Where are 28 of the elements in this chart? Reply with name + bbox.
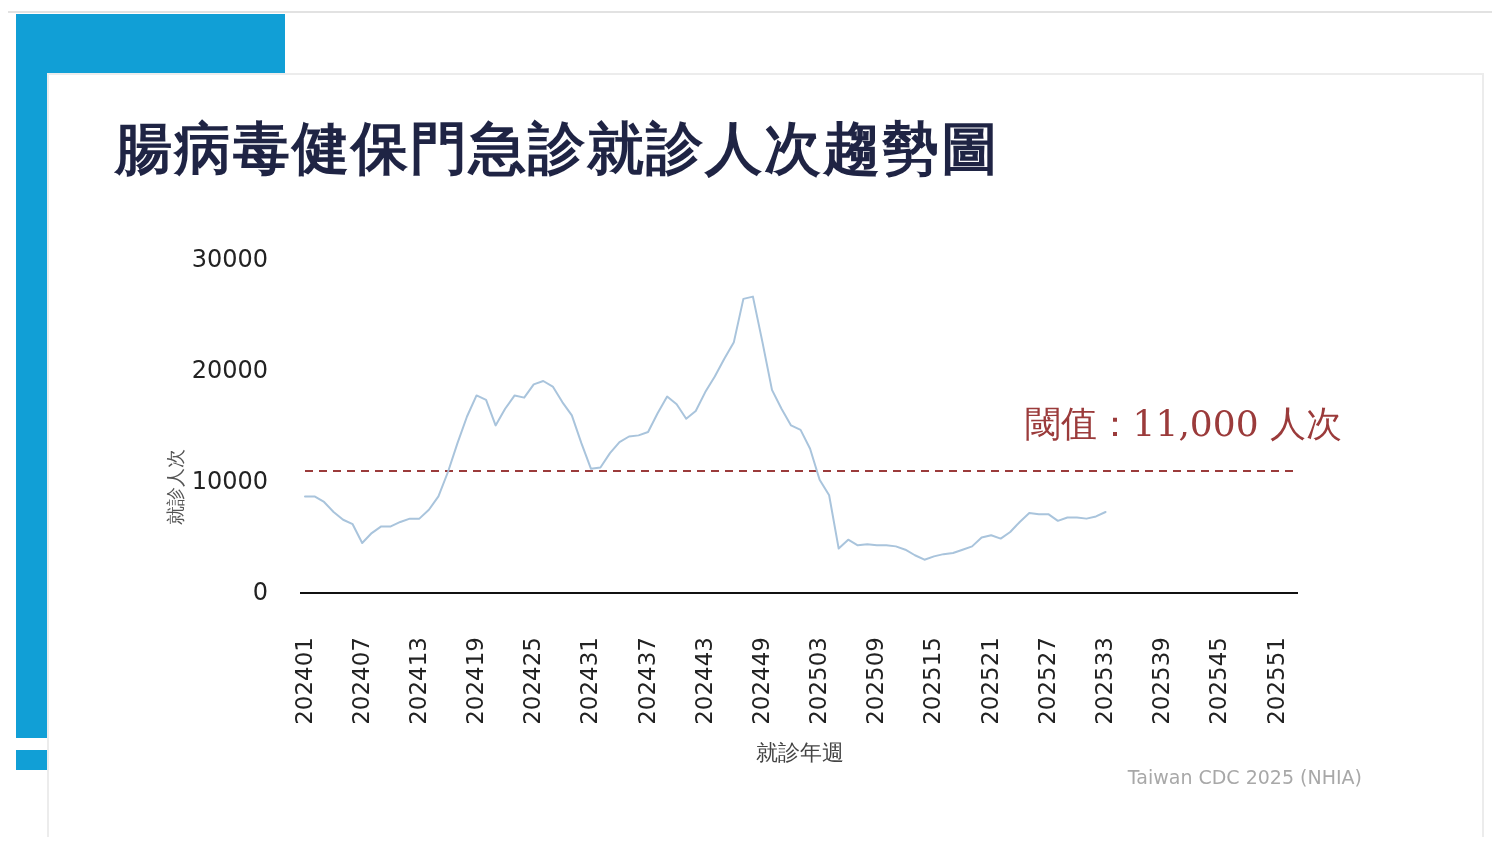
x-tick-label: 202503: [805, 637, 832, 725]
line-series: [304, 295, 1107, 561]
x-tick-label: 202413: [404, 637, 431, 725]
x-tick-label: 202533: [1091, 637, 1118, 725]
x-tick-label: 202401: [290, 637, 317, 725]
x-tick-label: 202527: [1033, 637, 1060, 725]
y-axis-title: 就診人次: [163, 448, 186, 525]
x-tick-label: 202521: [976, 637, 1003, 725]
x-tick-label: 202539: [1148, 637, 1175, 725]
x-axis-title: 就診年週: [756, 740, 844, 765]
x-tick-label: 202407: [347, 637, 374, 725]
x-tick-label: 202443: [690, 637, 717, 725]
x-tick-label: 202509: [862, 637, 889, 725]
x-tick-label: 202419: [462, 637, 489, 725]
y-tick-label: 20000: [191, 356, 268, 384]
x-tick-label: 202515: [919, 637, 946, 725]
chart-title: 腸病毒健保門急診就診人次趨勢圖: [113, 115, 1000, 181]
x-tick-label: 202449: [747, 637, 774, 725]
ref-line-label: 閾值：11,000 人次: [1024, 402, 1342, 444]
text: Taiwan CDC 2025 (NHIA): [1126, 766, 1362, 788]
x-tick-label: 202437: [633, 637, 660, 725]
y-tick-label: 0: [252, 578, 268, 606]
x-tick-label: 202551: [1262, 637, 1289, 725]
y-tick-label: 10000: [191, 467, 268, 495]
y-tick-label: 30000: [191, 245, 268, 273]
x-tick-label: 202425: [519, 637, 546, 725]
x-tick-label: 202431: [576, 637, 603, 725]
x-tick-label: 202545: [1205, 637, 1232, 725]
